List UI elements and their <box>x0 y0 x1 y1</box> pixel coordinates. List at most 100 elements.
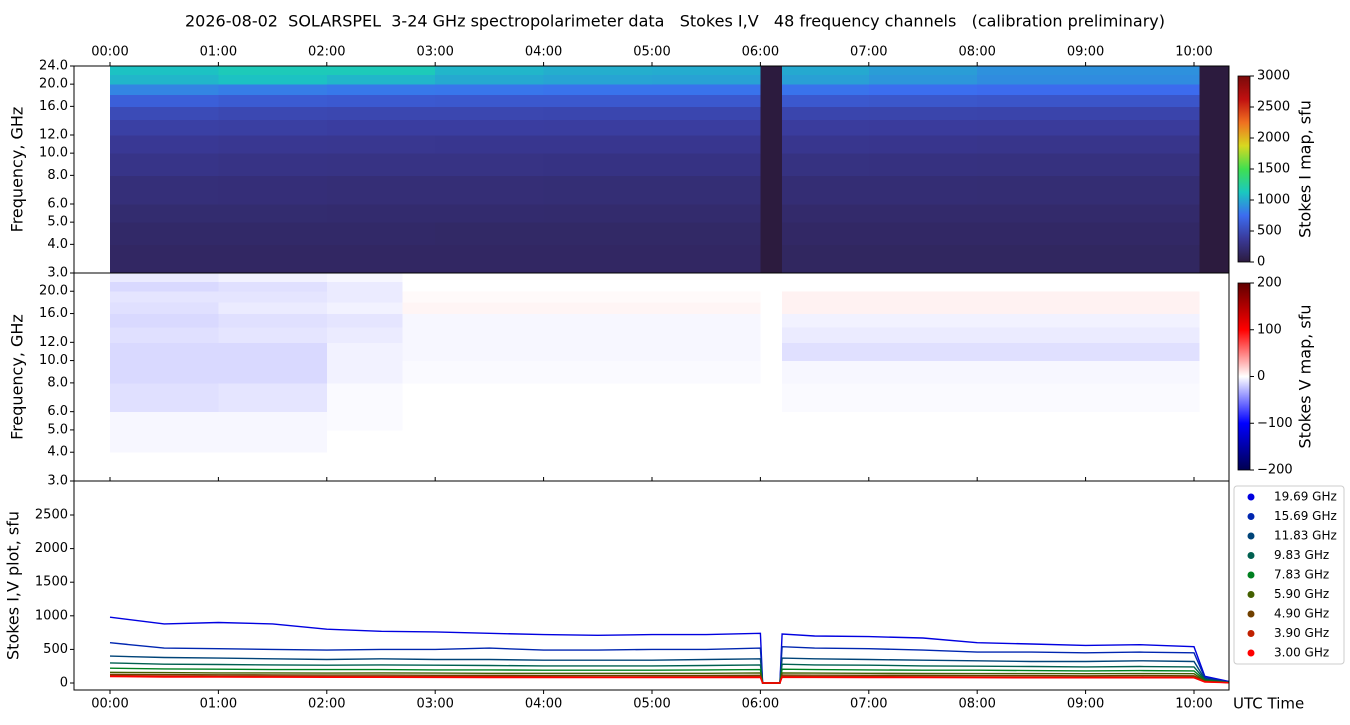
heatmap-cell <box>782 382 1200 413</box>
legend-marker <box>1247 532 1255 540</box>
x-tick-label: 10:00 <box>1175 45 1212 60</box>
heatmap-cell <box>543 244 653 273</box>
heatmap-cell <box>1199 244 1229 273</box>
x-tick-label: 01:00 <box>200 697 237 712</box>
heatmap-cell <box>1199 281 1229 292</box>
heatmap-cell <box>218 291 328 303</box>
colorbar-tick-label: 2000 <box>1257 131 1290 146</box>
plot-area <box>109 616 1229 684</box>
legend-label: 3.00 GHz <box>1274 646 1329 660</box>
heatmap-cell <box>760 244 783 273</box>
panel: −200 −100 0 100 200 Stokes V map, sfu 3.0 4.0 5.… <box>8 272 1315 489</box>
heatmap-cell <box>782 66 870 76</box>
colorbar <box>1237 282 1251 471</box>
heatmap-cell <box>760 106 783 121</box>
legend-label: 4.90 GHz <box>1274 607 1329 621</box>
heatmap-cell <box>760 74 783 85</box>
heatmap-cell <box>402 429 761 453</box>
y-tick-label: 3.0 <box>47 474 68 489</box>
heatmap-cell <box>402 273 761 283</box>
heatmap-cell <box>977 74 1087 85</box>
heatmap-cell <box>651 74 761 85</box>
y-tick-label: 20.0 <box>39 284 68 299</box>
heatmap-cell <box>782 84 870 96</box>
colorbar-tick-label: 0 <box>1257 255 1265 270</box>
y-tick-label: 8.0 <box>47 375 68 390</box>
legend-marker <box>1247 513 1255 520</box>
heatmap-cell <box>218 204 328 223</box>
heatmap-cell <box>651 94 761 107</box>
heatmap-cell <box>1199 135 1229 154</box>
legend-label: 5.90 GHz <box>1274 587 1329 601</box>
heatmap-cell <box>218 301 328 315</box>
heatmap-cell <box>218 452 328 481</box>
heatmap-cell <box>651 222 761 245</box>
heatmap-cell <box>543 94 653 107</box>
x-tick-label: 10:00 <box>1175 697 1212 712</box>
heatmap-cell <box>760 326 783 343</box>
heatmap-cell <box>435 94 545 107</box>
colorbar-tick-label: 500 <box>1257 224 1282 239</box>
heatmap-cell <box>543 106 653 121</box>
heatmap-cell <box>651 84 761 96</box>
heatmap-cell <box>977 135 1087 154</box>
y-tick-label: 0 <box>60 676 68 691</box>
heatmap-cell <box>218 273 328 283</box>
x-tick-label: 05:00 <box>633 45 670 60</box>
heatmap-cell <box>782 301 1200 315</box>
heatmap-cell <box>977 119 1087 136</box>
heatmap-cell <box>543 135 653 154</box>
heatmap-cell <box>402 281 761 292</box>
heatmap-cell <box>326 119 436 136</box>
heatmap-cell <box>760 84 783 96</box>
heatmap-cell <box>435 106 545 121</box>
colorbar-tick-label: 0 <box>1257 369 1265 384</box>
heatmap-cell <box>218 222 328 245</box>
heatmap-cell <box>218 175 328 205</box>
heatmap-cell <box>326 84 436 96</box>
heatmap-cell <box>782 326 1200 343</box>
heatmap-cell <box>402 301 761 315</box>
x-tick-label: 00:00 <box>91 45 128 60</box>
heatmap-cell <box>651 66 761 76</box>
legend-label: 3.90 GHz <box>1274 626 1329 640</box>
heatmap-cell <box>326 281 404 292</box>
heatmap-cell <box>218 119 328 136</box>
heatmap-cell <box>760 204 783 223</box>
heatmap-cell <box>760 66 783 76</box>
legend-marker <box>1247 630 1255 637</box>
heatmap-cell <box>760 360 783 384</box>
heatmap-cell <box>1085 204 1200 223</box>
heatmap-cell <box>782 135 870 154</box>
heatmap-cell <box>218 429 328 453</box>
y-tick-label: 8.0 <box>47 168 68 183</box>
heatmap-cell <box>651 175 761 205</box>
heatmap-cell <box>651 106 761 121</box>
y-tick-label: 1500 <box>35 575 68 590</box>
heatmap-cell <box>109 66 219 76</box>
heatmap-cell <box>402 313 761 328</box>
heatmap-cell <box>543 84 653 96</box>
heatmap-cell <box>1199 94 1229 107</box>
legend-marker <box>1247 552 1255 559</box>
y-tick-label: 12.0 <box>39 128 68 143</box>
heatmap-cell <box>109 301 219 315</box>
heatmap-cell <box>109 153 219 176</box>
x-tick-label: 09:00 <box>1067 697 1104 712</box>
heatmap-cell <box>760 153 783 176</box>
y-tick-label: 4.0 <box>47 445 68 460</box>
heatmap-cell <box>326 175 436 205</box>
heatmap-cell <box>1199 175 1229 205</box>
heatmap-cell <box>326 411 404 431</box>
heatmap-cell <box>109 342 219 362</box>
heatmap-cell <box>326 342 404 362</box>
heatmap-cell <box>1199 452 1229 481</box>
y-tick-label: 10.0 <box>39 146 68 161</box>
heatmap-cell <box>782 360 1200 384</box>
y-tick-label: 16.0 <box>39 99 68 114</box>
heatmap-cell <box>109 119 219 136</box>
legend-marker <box>1247 571 1255 579</box>
y-tick-label: 6.0 <box>47 197 68 212</box>
heatmap-cell <box>977 84 1087 96</box>
heatmap-cell <box>326 273 404 283</box>
